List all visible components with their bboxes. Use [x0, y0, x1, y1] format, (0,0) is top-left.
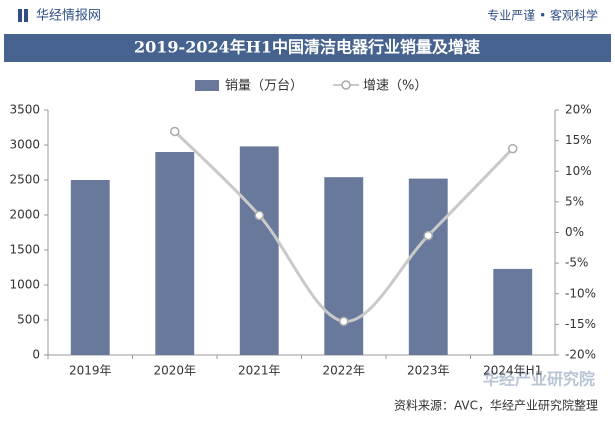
- legend-label: 销量（万台）: [225, 79, 303, 94]
- point: [508, 143, 518, 154]
- x-tick-label: 2020年: [153, 364, 196, 378]
- chart-title: 2019-2024年H1中国清洁电器行业销量及增速: [134, 38, 480, 57]
- y-tick-label: 2000: [9, 208, 40, 222]
- y2-tick-label: 0%: [565, 225, 584, 239]
- y2-tick-label: 15%: [565, 133, 592, 147]
- y2-tick-label: -10%: [565, 286, 596, 300]
- y2-tick-label: -20%: [565, 348, 596, 362]
- bar: [239, 146, 279, 355]
- y2-tick-label: 10%: [565, 164, 592, 178]
- logo-mark: [24, 9, 28, 22]
- y-tick-label: 3500: [9, 103, 40, 117]
- y2-tick-label: -15%: [565, 317, 596, 331]
- bar: [70, 180, 110, 355]
- brand: 华经情报网: [36, 9, 101, 24]
- y-tick-label: 0: [32, 348, 40, 362]
- point: [254, 210, 264, 221]
- bar: [324, 177, 364, 355]
- legend-swatch: [195, 80, 219, 91]
- legend-swatch: [341, 80, 351, 90]
- bar: [408, 178, 448, 355]
- point: [423, 230, 433, 241]
- x-tick-label: 2024年H1: [483, 364, 542, 378]
- watermark-brand: 华经产业研究院: [483, 370, 595, 389]
- x-tick-label: 2022年: [322, 364, 365, 378]
- y2-tick-label: 5%: [565, 194, 584, 208]
- bar: [493, 268, 533, 355]
- point: [170, 126, 180, 137]
- point: [339, 316, 349, 327]
- logo-mark: [18, 9, 22, 22]
- y-tick-label: 500: [17, 313, 40, 327]
- x-tick-label: 2019年: [69, 364, 112, 378]
- x-tick-label: 2023年: [407, 364, 450, 378]
- y-tick-label: 2500: [9, 173, 40, 187]
- title-bar: [4, 34, 611, 62]
- slogan: 专业严谨 • 客观科学: [487, 8, 598, 23]
- y-tick-label: 1000: [9, 278, 40, 292]
- bar: [155, 152, 195, 355]
- y2-tick-label: -5%: [565, 256, 588, 270]
- y-tick-label: 1500: [9, 243, 40, 257]
- y-tick-label: 3000: [9, 138, 40, 152]
- y2-tick-label: 20%: [565, 103, 592, 117]
- source: 资料来源：AVC，华经产业研究院整理: [394, 398, 598, 413]
- legend-label: 增速（%）: [363, 79, 427, 94]
- x-tick-label: 2021年: [238, 364, 281, 378]
